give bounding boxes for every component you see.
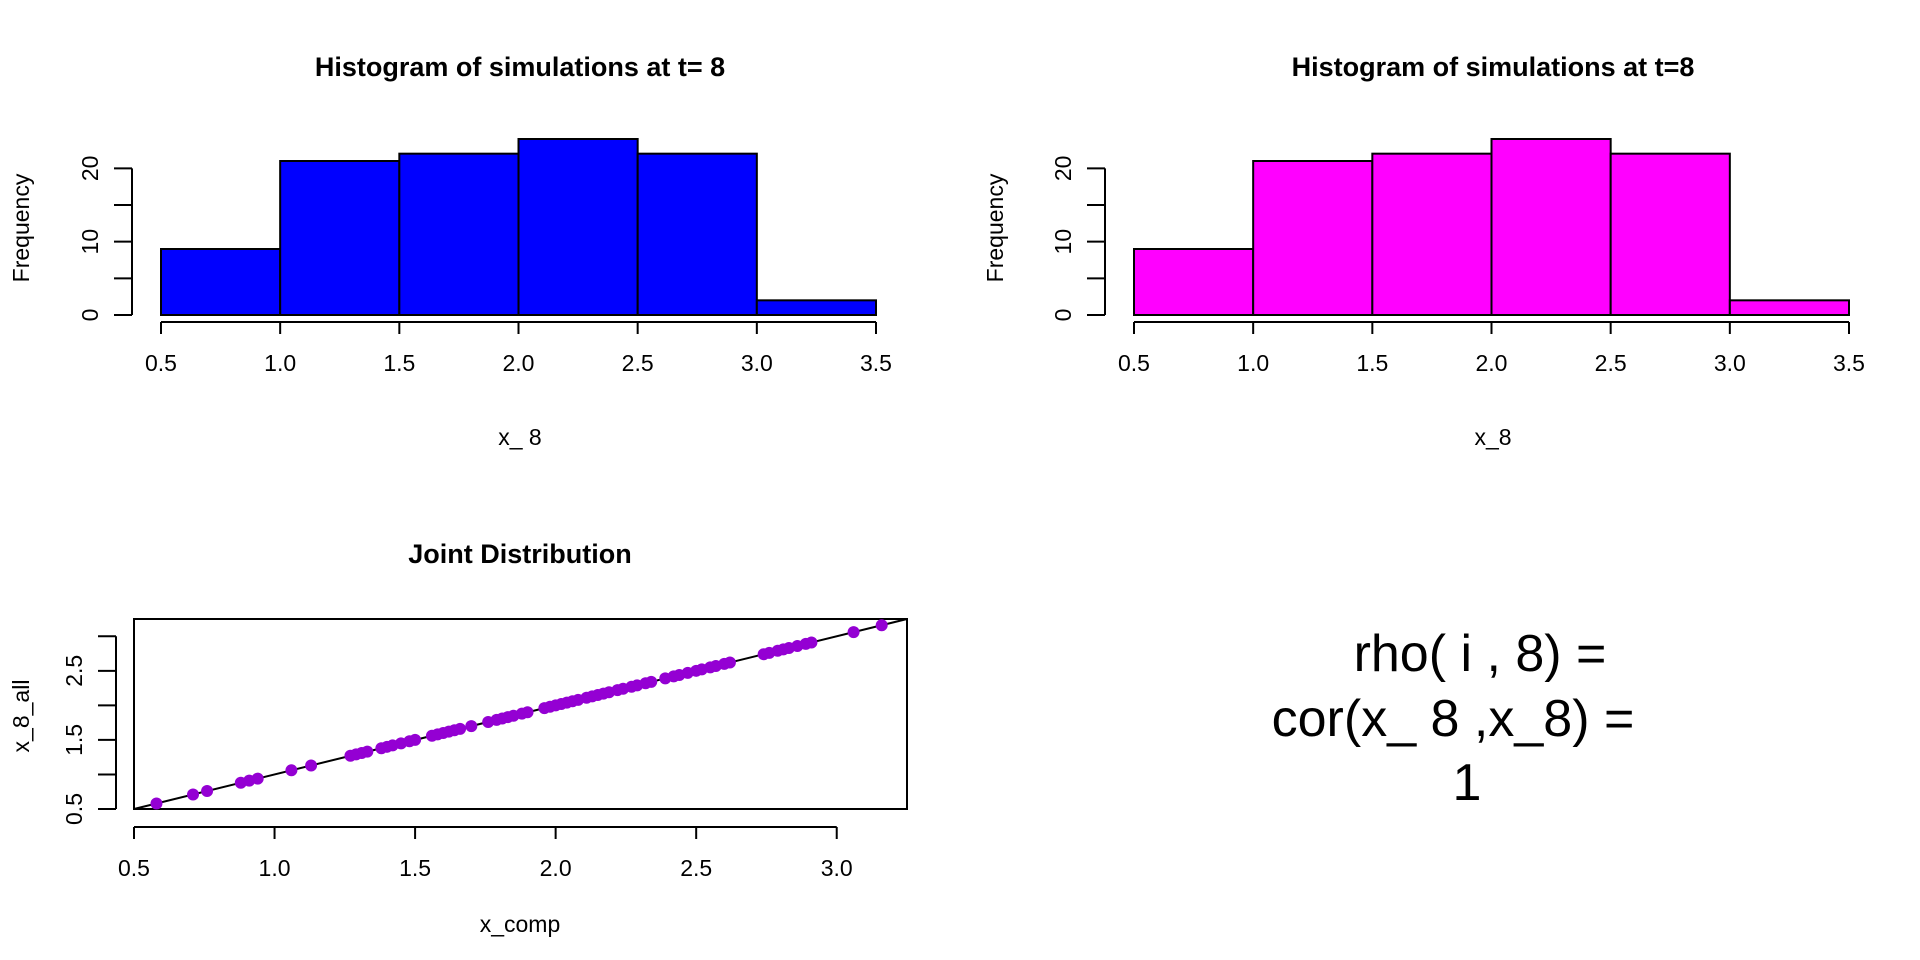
joint-distribution-point [847, 626, 860, 639]
correlation-text-panel: rho( i , 8) = cor(x_ 8 ,x_8) = 1 [1272, 625, 1635, 812]
histogram-magenta-y-tick-label: 0 [1050, 309, 1076, 322]
histogram-blue-title: Histogram of simulations at t= 8 [315, 52, 725, 82]
joint-distribution-point [305, 759, 318, 772]
joint-distribution-point [454, 722, 467, 735]
histogram-blue-x-tick-label: 3.5 [860, 350, 892, 376]
histogram-magenta-y-axis: 0 10 20 [1050, 156, 1106, 322]
histogram-magenta-x-tick-label: 2.0 [1476, 350, 1508, 376]
histogram-blue-x-tick-label: 2.0 [503, 350, 535, 376]
histogram-blue-x-tick-label: 2.5 [622, 350, 654, 376]
histogram-magenta-y-tick-label: 10 [1050, 229, 1076, 255]
histogram-magenta-bar-0 [1133, 248, 1255, 316]
histogram-magenta-panel: Histogram of simulations at t=8 0.5 1.0 1.… [982, 52, 1865, 450]
histogram-magenta-bar-5 [1728, 299, 1851, 317]
rho-line-2: cor(x_ 8 ,x_8) = [1272, 690, 1635, 748]
joint-distribution-point [521, 706, 534, 719]
histogram-magenta-bar-4 [1609, 152, 1731, 316]
histogram-blue-y-tick-label: 20 [77, 156, 103, 182]
joint-distribution-point [251, 772, 264, 785]
histogram-blue-bar-2 [398, 152, 520, 316]
joint-distribution-panel: Joint Distribution 0.5 1.0 1.5 2.0 2.5 3.0 0.… [8, 539, 908, 937]
histogram-blue-x-axis: 0.5 1.0 1.5 2.0 2.5 3.0 3.5 [145, 321, 892, 376]
joint-distribution-points [150, 619, 888, 810]
histogram-magenta-x-tick-label: 0.5 [1118, 350, 1150, 376]
joint-distribution-y-label: x_8_all [8, 680, 34, 753]
joint-distribution-x-tick-label: 1.0 [259, 855, 291, 881]
joint-distribution-title: Joint Distribution [408, 539, 631, 569]
joint-distribution-point [150, 797, 163, 810]
joint-distribution-x-tick-label: 1.5 [399, 855, 431, 881]
histogram-blue-y-tick-label: 10 [77, 229, 103, 255]
joint-distribution-point [187, 788, 200, 801]
joint-distribution-plot-box [133, 618, 908, 810]
histogram-blue-panel: Histogram of simulations at t= 8 0.5 1.0 1… [8, 52, 892, 450]
histogram-blue-bars [160, 138, 877, 317]
joint-distribution-point [361, 745, 374, 758]
histogram-blue-y-label: Frequency [8, 173, 34, 282]
histogram-magenta-bar-1 [1252, 160, 1374, 316]
joint-distribution-y-tick-label: 1.5 [61, 724, 87, 756]
histogram-blue-bar-0 [160, 248, 282, 316]
histogram-blue-x-tick-label: 1.5 [383, 350, 415, 376]
joint-distribution-y-axis: 0.5 1.5 2.5 [61, 635, 117, 825]
histogram-magenta-bars [1133, 138, 1851, 317]
joint-distribution-x-label: x_comp [480, 911, 561, 937]
joint-distribution-point [723, 656, 736, 669]
joint-distribution-point [645, 675, 658, 688]
histogram-magenta-x-tick-label: 3.0 [1714, 350, 1746, 376]
histogram-magenta-bar-2 [1371, 152, 1493, 316]
rho-line-1: rho( i , 8) = [1354, 625, 1607, 683]
histogram-blue-y-tick-label: 0 [77, 309, 103, 322]
histogram-magenta-title: Histogram of simulations at t=8 [1292, 52, 1695, 82]
histogram-magenta-x-tick-label: 3.5 [1833, 350, 1865, 376]
histogram-magenta-y-tick-label: 20 [1050, 156, 1076, 182]
histogram-blue-bar-4 [636, 152, 758, 316]
histogram-magenta-x-label: x_8 [1474, 424, 1511, 450]
histogram-magenta-bar-3 [1490, 138, 1612, 316]
histogram-blue-x-tick-label: 3.0 [741, 350, 773, 376]
joint-distribution-x-tick-label: 2.0 [540, 855, 572, 881]
histogram-magenta-x-tick-label: 1.5 [1356, 350, 1388, 376]
histogram-blue-x-tick-label: 0.5 [145, 350, 177, 376]
joint-distribution-x-tick-label: 3.0 [821, 855, 853, 881]
histogram-magenta-y-label: Frequency [982, 173, 1008, 282]
histogram-blue-bar-1 [279, 160, 401, 316]
joint-distribution-point [805, 636, 818, 649]
histogram-magenta-x-axis: 0.5 1.0 1.5 2.0 2.5 3.0 3.5 [1118, 321, 1865, 376]
joint-distribution-y-tick-label: 0.5 [61, 793, 87, 825]
joint-distribution-point [201, 785, 214, 798]
histogram-blue-bar-5 [755, 299, 877, 317]
histogram-magenta-x-tick-label: 1.0 [1237, 350, 1269, 376]
joint-distribution-y-tick-label: 2.5 [61, 655, 87, 687]
histogram-magenta-x-tick-label: 2.5 [1595, 350, 1627, 376]
rho-line-3: 1 [1453, 754, 1482, 812]
joint-distribution-x-tick-label: 2.5 [680, 855, 712, 881]
joint-distribution-x-axis: 0.5 1.0 1.5 2.0 2.5 3.0 [118, 826, 853, 881]
joint-distribution-point [409, 733, 422, 746]
joint-distribution-x-tick-label: 0.5 [118, 855, 150, 881]
joint-distribution-point [875, 619, 888, 632]
joint-distribution-point [465, 720, 478, 733]
histogram-blue-y-axis: 0 10 20 [77, 156, 133, 322]
histogram-blue-x-label: x_ 8 [498, 424, 541, 450]
histogram-blue-bar-3 [517, 138, 639, 316]
histogram-blue-x-tick-label: 1.0 [264, 350, 296, 376]
joint-distribution-point [285, 764, 298, 777]
